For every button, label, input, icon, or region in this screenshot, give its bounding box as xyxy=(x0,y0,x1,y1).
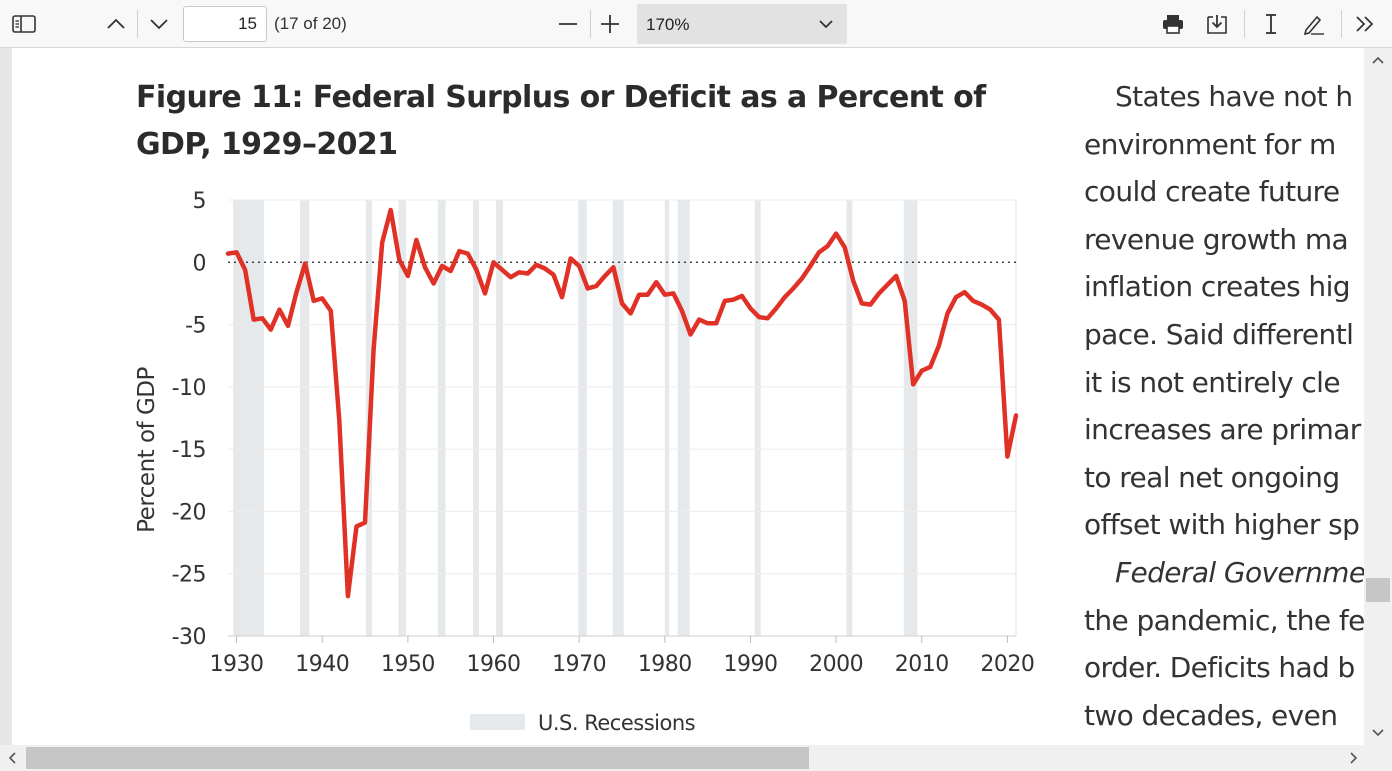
body-text-column: States have not h environment for m coul… xyxy=(1084,73,1364,739)
recession-band xyxy=(677,200,690,636)
text-select-cursor-icon[interactable] xyxy=(1258,11,1284,37)
body-line: States have not h xyxy=(1115,80,1353,113)
vertical-scroll-thumb[interactable] xyxy=(1366,578,1390,602)
print-icon[interactable] xyxy=(1160,11,1186,37)
vertical-scrollbar[interactable] xyxy=(1364,48,1392,745)
sidebar-toggle-icon[interactable] xyxy=(10,12,38,36)
horizontal-scroll-thumb[interactable] xyxy=(26,747,809,769)
x-tick-label: 1970 xyxy=(552,652,606,677)
recession-band xyxy=(903,200,918,636)
deficit-series-line xyxy=(225,207,1019,599)
y-tick-label: -10 xyxy=(172,376,206,401)
x-tick-label: 1980 xyxy=(638,652,692,677)
body-line: order. Deficits had b xyxy=(1084,651,1355,685)
body-line: to real net ongoing xyxy=(1084,460,1340,494)
y-tick-label: -20 xyxy=(172,500,206,525)
recession-band xyxy=(496,200,503,636)
recession-band xyxy=(233,200,264,636)
x-tick-label: 1930 xyxy=(210,652,264,677)
y-tick-label: -25 xyxy=(172,563,206,588)
y-axis-label: Percent of GDP xyxy=(134,367,160,533)
body-line: it is not entirely cle xyxy=(1084,365,1341,399)
x-tick-label: 2000 xyxy=(809,652,863,677)
zoom-value: 170% xyxy=(646,15,690,34)
x-tick-label: 2020 xyxy=(980,652,1034,677)
body-line: increases are primar xyxy=(1084,413,1361,447)
x-tick-label: 2010 xyxy=(895,652,949,677)
figure-title: Figure 11: Federal Surplus or Deficit as… xyxy=(136,80,986,162)
page-number-input[interactable] xyxy=(183,6,267,42)
previous-page-icon[interactable] xyxy=(102,12,130,36)
pdf-page: Figure 11: Federal Surplus or Deficit as… xyxy=(12,48,1364,745)
recession-band xyxy=(437,200,446,636)
y-tick-label: 5 xyxy=(193,189,207,214)
toolbar-separator xyxy=(1244,10,1245,38)
body-line: environment for m xyxy=(1084,127,1336,161)
y-tick-label: -30 xyxy=(172,625,206,650)
zoom-in-icon[interactable] xyxy=(597,12,623,36)
body-line: revenue growth ma xyxy=(1084,222,1349,256)
recession-band xyxy=(754,200,761,636)
next-page-icon[interactable] xyxy=(145,12,173,36)
recession-band xyxy=(664,200,670,636)
draw-pen-icon[interactable] xyxy=(1300,11,1328,37)
scroll-right-icon[interactable] xyxy=(1348,752,1360,764)
body-line: offset with higher sp xyxy=(1084,508,1360,542)
scroll-left-icon[interactable] xyxy=(6,752,18,764)
toolbar-separator xyxy=(1341,10,1342,38)
recession-band xyxy=(398,200,407,636)
toolbar-separator xyxy=(137,10,138,38)
x-tick-label: 1940 xyxy=(295,652,349,677)
x-tick-label: 1960 xyxy=(467,652,521,677)
recession-band xyxy=(299,200,310,636)
more-tools-icon[interactable] xyxy=(1352,12,1378,36)
save-download-icon[interactable] xyxy=(1204,11,1230,37)
legend-label: U.S. Recessions xyxy=(538,711,695,735)
y-tick-label: -5 xyxy=(185,314,206,339)
recession-band xyxy=(578,200,587,636)
pdf-toolbar: (17 of 20) 170% xyxy=(0,0,1392,48)
recession-band xyxy=(846,200,853,636)
recession-band xyxy=(472,200,479,636)
zoom-select[interactable]: 170% xyxy=(637,4,847,44)
deficit-line-chart: 1930 1940 1950 1960 1970 1980 1990 2000 2010 2020… xyxy=(134,189,1035,735)
body-line: inflation creates hig xyxy=(1084,270,1351,304)
scroll-down-icon[interactable] xyxy=(1370,727,1386,739)
x-tick-label: 1990 xyxy=(723,652,777,677)
chevron-down-icon xyxy=(817,17,835,31)
body-line: two decades, even xyxy=(1084,698,1338,732)
viewer-gutter xyxy=(0,48,12,745)
y-tick-label: 0 xyxy=(193,251,207,276)
page-count-label: (17 of 20) xyxy=(274,14,347,33)
zoom-out-icon[interactable] xyxy=(555,12,581,36)
body-line: pace. Said differentl xyxy=(1084,317,1354,351)
body-line: the pandemic, the fe xyxy=(1084,603,1364,637)
y-tick-label: -15 xyxy=(172,438,206,463)
scroll-up-icon[interactable] xyxy=(1370,54,1386,66)
body-line: could create future xyxy=(1084,175,1340,209)
x-tick-label: 1950 xyxy=(381,652,435,677)
legend-swatch xyxy=(470,714,525,730)
recession-band xyxy=(612,200,624,636)
toolbar-separator xyxy=(590,10,591,38)
body-line: Federal Governme xyxy=(1115,555,1364,589)
